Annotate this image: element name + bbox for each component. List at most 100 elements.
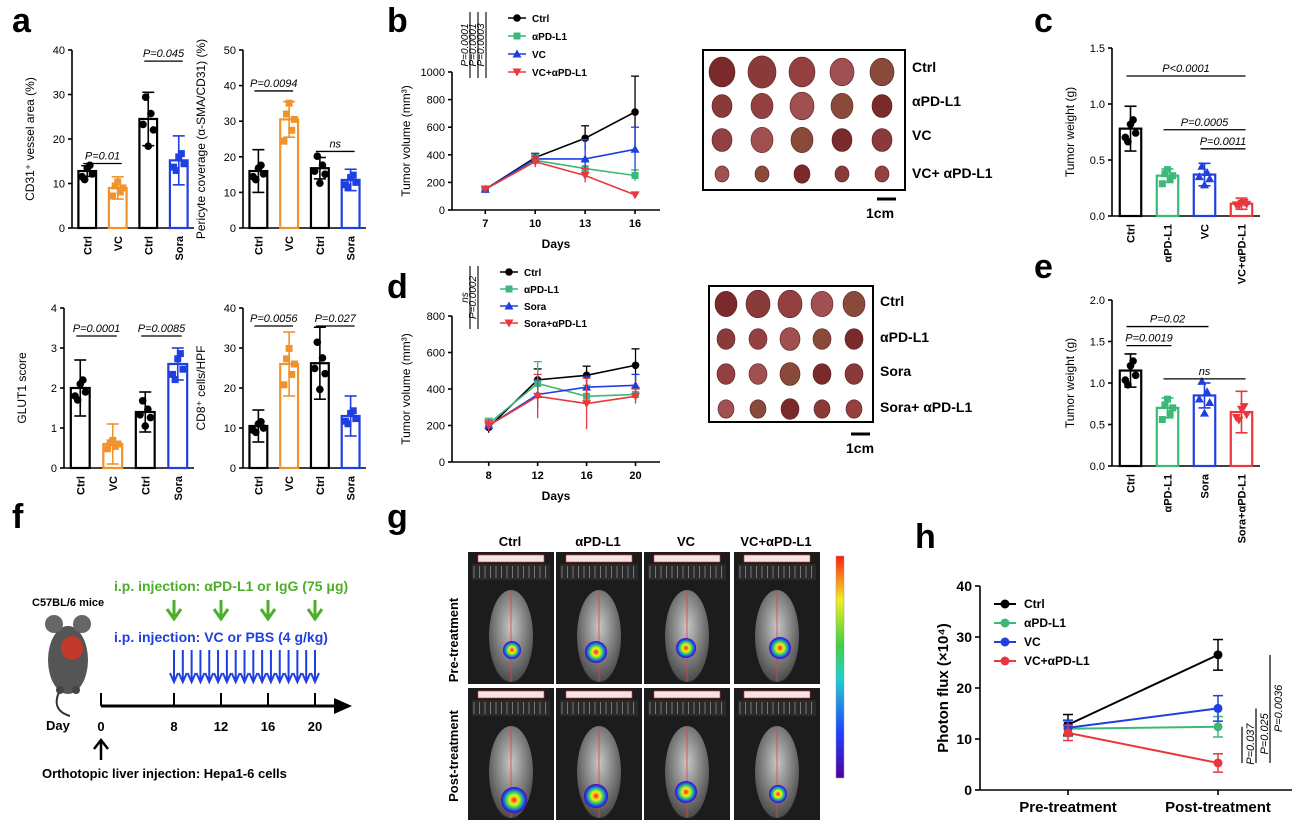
significance-label: P=0.0019 [1125, 333, 1172, 345]
y-tick-label: 20 [224, 152, 236, 164]
data-point [533, 392, 543, 401]
imaging-grid-bar [648, 564, 726, 580]
data-point [1239, 403, 1249, 412]
x-tick-label: VC [113, 236, 125, 251]
data-point [310, 167, 319, 175]
x-tick-label: 16 [629, 218, 641, 230]
bar-chart-a3: 0 1 2 3 4 GLUT1 score Ctrl VC Ctrl Sora P=0.0001 P=… [15, 303, 194, 500]
legend-marker [504, 301, 514, 310]
vc-injection-arrow-icon [186, 650, 197, 685]
x-tick-label: Post-treatment [1165, 799, 1271, 816]
data-point [80, 175, 89, 184]
significance-label: P=0.027 [315, 313, 357, 325]
tumor-sample [871, 128, 893, 152]
vc-injection-arrow-icon [283, 650, 294, 685]
luminescence-signal [675, 781, 697, 803]
data-point [1166, 410, 1174, 418]
y-tick-label: 600 [427, 122, 445, 134]
y-tick-label: 40 [956, 578, 972, 594]
photo-row-label: Ctrl [912, 59, 936, 75]
data-point [1200, 408, 1209, 417]
x-tick-label: Ctrl [140, 476, 152, 495]
data-point [631, 380, 641, 389]
data-point [283, 355, 291, 363]
y-tick-label: 0 [439, 205, 445, 217]
imaging-column-label: VC [677, 534, 696, 549]
data-point [285, 344, 293, 352]
imaging-grid-bar [472, 700, 550, 716]
tumor-sample [829, 57, 855, 87]
panel-label-d: d [387, 268, 408, 306]
data-point [138, 397, 147, 405]
y-tick-label: 0 [51, 463, 57, 475]
data-point [352, 178, 360, 186]
legend-label: Sora [524, 302, 547, 313]
tumor-sample [812, 363, 832, 385]
panel-label-h: h [915, 518, 936, 556]
data-point [81, 388, 90, 396]
y-tick-label: 40 [224, 81, 236, 93]
tumor-grid [714, 289, 866, 420]
data-point [1194, 172, 1204, 181]
imaging-grid-bar [738, 700, 816, 716]
data-point [1205, 398, 1215, 407]
data-point [631, 392, 641, 401]
data-point [631, 172, 639, 179]
significance-label: P=0.0005 [1181, 117, 1229, 129]
tumor-sample [834, 165, 850, 183]
legend-marker [1000, 618, 1010, 628]
tumor-sample [779, 362, 801, 386]
x-tick-label: 10 [529, 218, 541, 230]
roi-label [477, 690, 545, 699]
x-axis-title: Days [542, 489, 571, 503]
y-tick-label: 30 [224, 116, 236, 128]
tumor-sample [844, 363, 864, 385]
legend-marker [505, 268, 513, 276]
tumor-sample [789, 91, 815, 121]
data-point [349, 407, 357, 415]
vc-injection-arrow-icon [239, 650, 250, 685]
data-point [310, 364, 319, 373]
legend-marker [505, 285, 513, 293]
significance-label: P=0.02 [1150, 314, 1185, 326]
series-line [488, 364, 636, 428]
day-tick: 0 [97, 719, 104, 734]
y-tick-label: 0 [59, 223, 65, 235]
vc-injection-arrow-icon [292, 650, 303, 685]
data-point [280, 137, 288, 145]
data-point [1131, 371, 1140, 380]
data-point [1124, 137, 1132, 146]
y-tick-label: 0.5 [1090, 420, 1105, 432]
y-tick-label: 10 [956, 731, 972, 747]
data-point [86, 161, 94, 170]
y-axis-title: Photon flux (×10⁴) [935, 623, 952, 753]
y-tick-label: 0 [439, 457, 445, 469]
y-tick-label: 200 [427, 421, 445, 433]
tumor-sample [716, 363, 736, 385]
y-tick-label: 20 [956, 680, 972, 696]
y-tick-label: 4 [51, 303, 57, 315]
panel-label-a: a [12, 2, 32, 40]
x-axis-title: Days [542, 237, 571, 251]
tumor-sample [777, 289, 803, 319]
significance-label: P=0.0056 [250, 313, 298, 325]
data-point [290, 360, 298, 368]
data-point [288, 126, 296, 134]
photo-row-label: VC [912, 127, 931, 143]
imaging-grid-bar [472, 564, 550, 580]
data-point [257, 161, 265, 170]
significance-label: P=0.0001 [460, 23, 471, 66]
x-tick-label: 16 [580, 470, 592, 482]
data-point [180, 160, 188, 168]
y-axis-title: GLUT1 score [15, 352, 29, 424]
data-point [631, 361, 640, 370]
data-point [344, 183, 352, 191]
line-chart-d: 0 200 400 600 800 8 12 16 20 Days Tumor volume (mm… [399, 266, 660, 503]
data-point [1202, 167, 1212, 176]
treatment-schematic: C57BL/6 mice i.p. injection: αPD-L1 or I… [32, 578, 352, 781]
luminescence-signal [503, 641, 521, 659]
data-point [171, 376, 179, 384]
antibody-injection-label: i.p. injection: αPD-L1 or IgG (75 μg) [114, 578, 348, 594]
data-point [1202, 387, 1212, 396]
